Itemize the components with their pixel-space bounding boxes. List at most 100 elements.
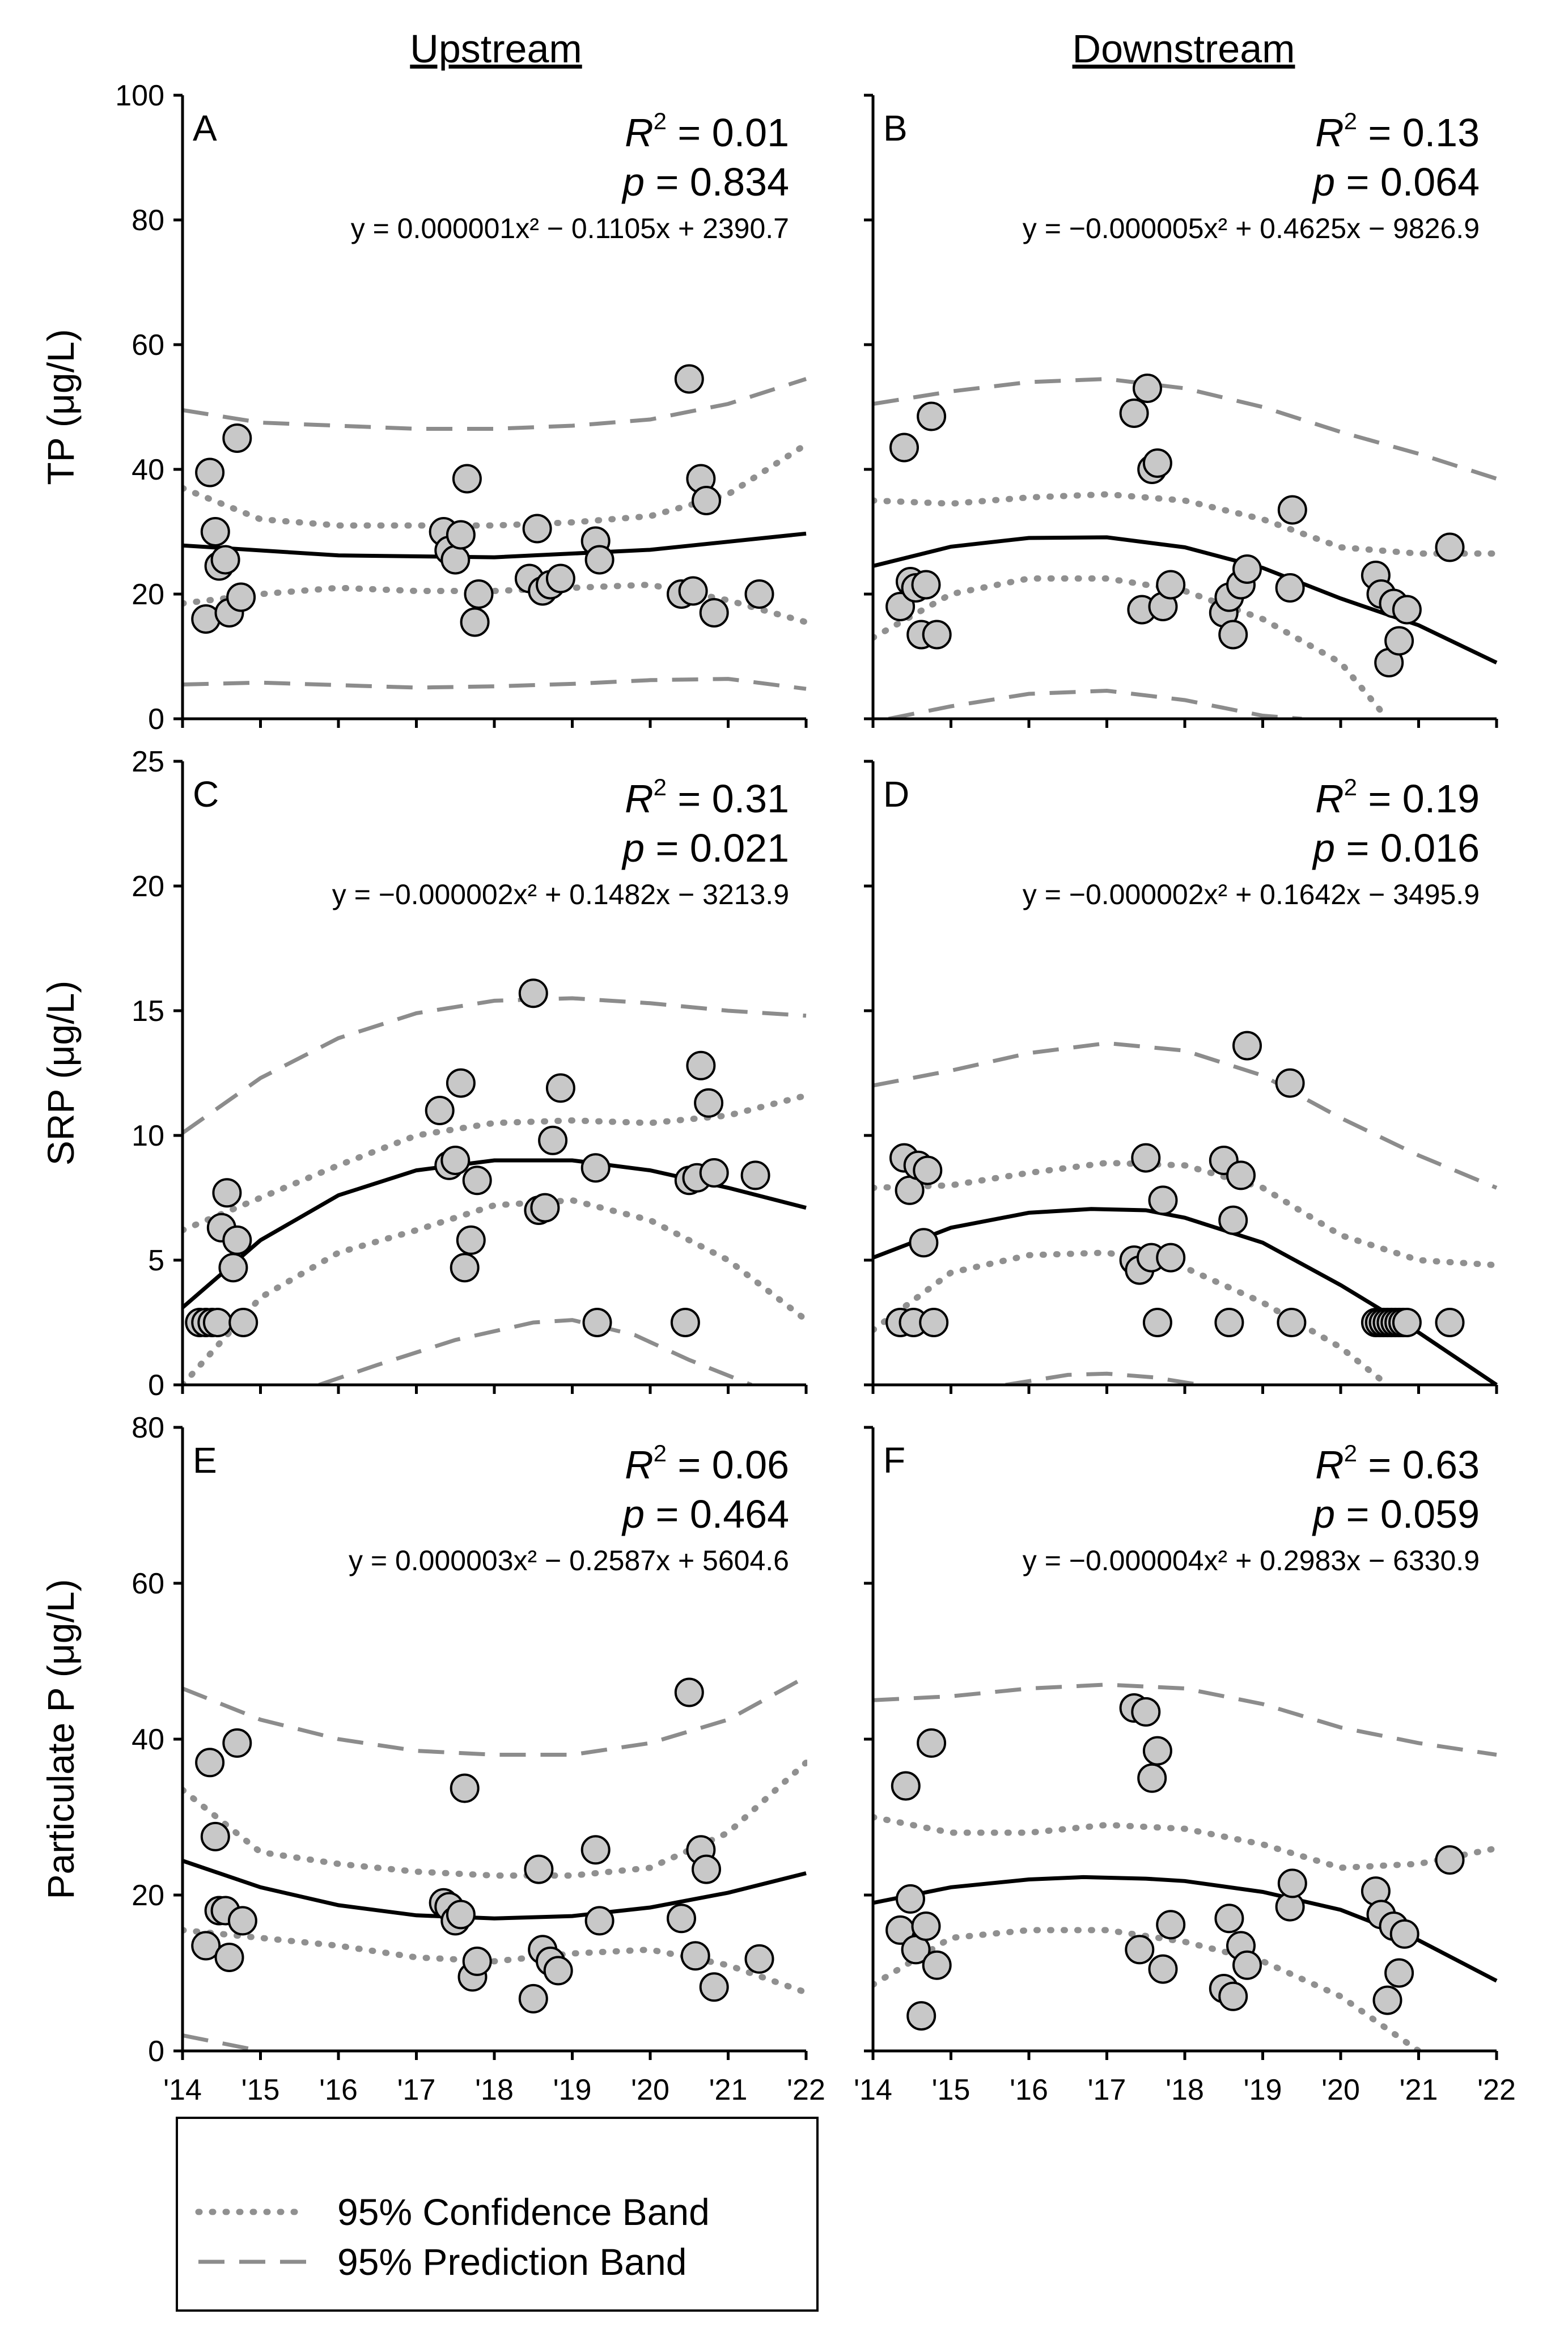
panel-a-r-squared-value: = 0.01 xyxy=(667,111,789,155)
panel-e-point-14 xyxy=(462,1946,492,1976)
panel-c-point-21 xyxy=(580,1153,611,1183)
panel-c-point-15 xyxy=(462,1165,492,1196)
panel-d-point-20 xyxy=(1275,1068,1305,1098)
panel-a-r-squared: R2 = 0.01 xyxy=(625,108,789,155)
panel-d-point-12 xyxy=(1142,1308,1172,1337)
panel-a-point-16 xyxy=(522,514,552,544)
legend-confidence-label: 95% Confidence Band xyxy=(337,2191,710,2233)
panel-e-point-23 xyxy=(674,1677,704,1707)
panel-d-point-7 xyxy=(919,1308,949,1337)
panel-e-point-11 xyxy=(446,1900,476,1930)
panel-c-point-22 xyxy=(582,1308,612,1337)
panel-b-letter: B xyxy=(883,108,908,149)
panel-d-point-13 xyxy=(1148,1185,1178,1215)
panel-a-ytick-label-0: 0 xyxy=(148,703,164,736)
panel-f: '14 '15 '16 '17 '18 '19 '20 '21 '22 F R2 = 0.63 p =… xyxy=(854,1426,1516,2106)
panel-b-point-20 xyxy=(1275,573,1305,603)
panel-f-equation: y = −0.000004x² + 0.2983x − 6330.9 xyxy=(1023,1545,1480,1576)
panel-d-point-5 xyxy=(909,1228,939,1258)
panel-c-ytick-label-25: 25 xyxy=(132,745,164,778)
panel-e-p-value: p = 0.464 xyxy=(621,1492,789,1536)
panel-e-xtick-label-6: '20 xyxy=(631,2074,669,2106)
panel-f-xtick-label-6: '20 xyxy=(1321,2074,1360,2106)
panel-e: 0 20 40 60 80 '14 '15 '16 '17 '18 '19 '20 '21 '22 Part… xyxy=(40,1412,825,2106)
panel-e-r-symbol: R xyxy=(625,1443,654,1487)
panel-f-point-5 xyxy=(911,1911,941,1941)
panel-e-confidence-band-lower xyxy=(183,1927,807,1996)
panel-e-point-22 xyxy=(667,1904,696,1934)
panel-d-r-symbol: R xyxy=(1315,777,1344,821)
panel-e-ytick-label-80: 80 xyxy=(132,1412,164,1444)
panel-b-point-10 xyxy=(1133,374,1162,403)
panel-d-point-21 xyxy=(1277,1308,1307,1337)
panel-e-point-2 xyxy=(200,1821,230,1851)
panel-f-point-21 xyxy=(1277,1868,1307,1898)
panel-d: D R2 = 0.19 p = 0.016 y = −0.000002x² + 0.1… xyxy=(864,760,1498,1394)
panel-f-point-26 xyxy=(1384,1958,1414,1988)
panel-c-point-28 xyxy=(699,1158,729,1188)
panel-c-r-exponent: 2 xyxy=(654,774,667,800)
panel-c-p-symbol: p xyxy=(621,826,645,870)
panel-f-confidence-band-upper xyxy=(873,1814,1498,1871)
panel-b-r-exponent: 2 xyxy=(1344,108,1357,134)
panel-f-xtick-label-0: '14 xyxy=(854,2074,892,2106)
panel-a-ytick-label-60: 60 xyxy=(132,329,164,362)
panel-c-point-3 xyxy=(202,1308,232,1337)
panel-b-point-17 xyxy=(1218,620,1248,650)
panel-f-point-16 xyxy=(1214,1904,1244,1934)
panel-c-point-26 xyxy=(686,1050,716,1080)
panel-e-point-20 xyxy=(580,1835,611,1865)
panel-b: B R2 = 0.13 p = 0.064 y = −0.000005x² + 0.4… xyxy=(864,94,1498,728)
panel-b-p-value-number: = 0.064 xyxy=(1335,160,1480,204)
panel-c-point-16 xyxy=(518,978,548,1008)
panel-c-point-27 xyxy=(694,1088,724,1118)
panel-a-ytick-label-80: 80 xyxy=(132,204,164,237)
panel-a-point-27 xyxy=(699,598,729,628)
panel-e-xtick-label-3: '17 xyxy=(397,2074,436,2106)
panel-e-point-7 xyxy=(227,1906,257,1936)
panel-c-point-20 xyxy=(545,1073,575,1103)
panel-f-prediction-band-upper xyxy=(873,1682,1497,1757)
panel-c-equation: y = −0.000002x² + 0.1482x − 3213.9 xyxy=(332,879,789,910)
panel-e-r-squared-value: = 0.06 xyxy=(667,1443,789,1487)
panel-f-point-1 xyxy=(891,1771,921,1801)
column-title-downstream: Downstream xyxy=(1073,27,1295,71)
panel-e-prediction-band-lower xyxy=(183,2033,261,2052)
panel-c-y-axis-label: SRP (μg/L) xyxy=(40,981,82,1166)
panel-c-prediction-band-upper xyxy=(183,996,807,1135)
panel-f-letter: F xyxy=(883,1440,905,1481)
panel-e-xtick-label-0: '14 xyxy=(163,2074,202,2106)
panel-b-confidence-band-upper xyxy=(873,491,1498,557)
panel-e-point-21 xyxy=(584,1906,615,1936)
panel-e-xtick-label-4: '18 xyxy=(475,2074,514,2106)
panel-e-point-15 xyxy=(518,1983,548,2014)
panel-a-y-axis-label: TP (μg/L) xyxy=(40,329,82,485)
panel-e-point-1 xyxy=(195,1748,225,1778)
panel-a-point-19 xyxy=(545,563,575,594)
panel-b-r-squared: R2 = 0.13 xyxy=(1315,108,1480,155)
panel-c-letter: C xyxy=(193,774,219,815)
legend-box xyxy=(176,2117,819,2312)
panel-d-point-19 xyxy=(1232,1031,1262,1061)
panel-b-point-19 xyxy=(1232,554,1262,584)
panel-f-xtick-label-4: '18 xyxy=(1166,2074,1204,2106)
panel-e-letter: E xyxy=(193,1440,217,1481)
panel-a-prediction-band-lower xyxy=(183,677,807,691)
panel-c-point-19 xyxy=(538,1125,568,1155)
panel-a-point-7 xyxy=(226,582,256,612)
panel-b-r-squared-value: = 0.13 xyxy=(1357,111,1480,155)
panel-d-letter: D xyxy=(883,774,909,815)
panel-c-point-23 xyxy=(670,1308,700,1337)
panel-c-point-11 xyxy=(440,1146,471,1175)
panel-c-confidence-band-lower xyxy=(183,1197,807,1386)
panel-c-point-5 xyxy=(212,1178,242,1208)
panel-d-p-value: p = 0.016 xyxy=(1312,826,1480,870)
panel-d-prediction-band-upper xyxy=(873,1041,1498,1190)
panel-f-point-17 xyxy=(1218,1981,1248,2011)
panel-a-point-24 xyxy=(678,576,708,606)
panel-a-point-21 xyxy=(584,545,615,575)
panel-f-xtick-label-8: '22 xyxy=(1477,2074,1516,2106)
panel-d-point-17 xyxy=(1218,1205,1248,1235)
panel-a-ytick-label-20: 20 xyxy=(132,578,164,611)
panel-b-point-28 xyxy=(1435,532,1465,562)
